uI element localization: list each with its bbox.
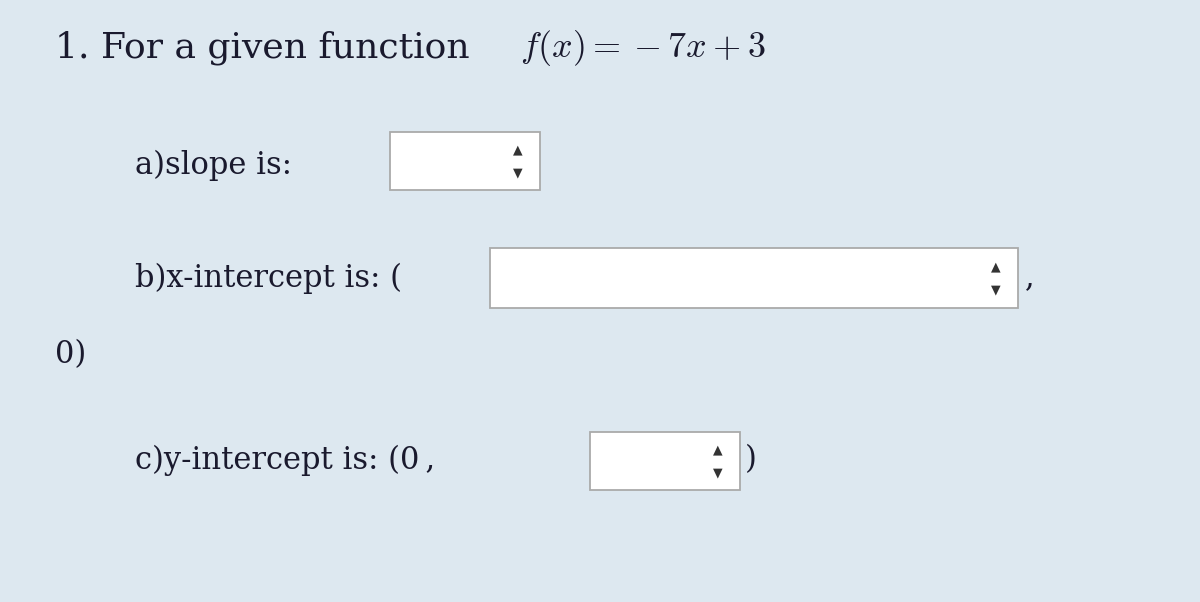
Text: a)slope is:: a)slope is: bbox=[134, 149, 292, 181]
Text: b)x-intercept is: (: b)x-intercept is: ( bbox=[134, 262, 402, 294]
Text: 1. For a given function: 1. For a given function bbox=[55, 31, 481, 65]
Text: ▲: ▲ bbox=[991, 260, 1001, 273]
Text: ▼: ▼ bbox=[713, 466, 722, 479]
Text: ▼: ▼ bbox=[514, 166, 523, 179]
FancyBboxPatch shape bbox=[590, 432, 740, 490]
FancyBboxPatch shape bbox=[390, 132, 540, 190]
Text: $f(x) = -7x + 3$: $f(x) = -7x + 3$ bbox=[520, 28, 766, 68]
Text: ▲: ▲ bbox=[514, 143, 523, 156]
Text: ▲: ▲ bbox=[713, 443, 722, 456]
FancyBboxPatch shape bbox=[490, 248, 1018, 308]
Text: 0): 0) bbox=[55, 340, 86, 370]
Text: ): ) bbox=[745, 444, 757, 476]
Text: c)y-intercept is: (0 ,: c)y-intercept is: (0 , bbox=[134, 444, 436, 476]
Text: ,: , bbox=[1025, 262, 1034, 294]
Text: ▼: ▼ bbox=[991, 283, 1001, 296]
